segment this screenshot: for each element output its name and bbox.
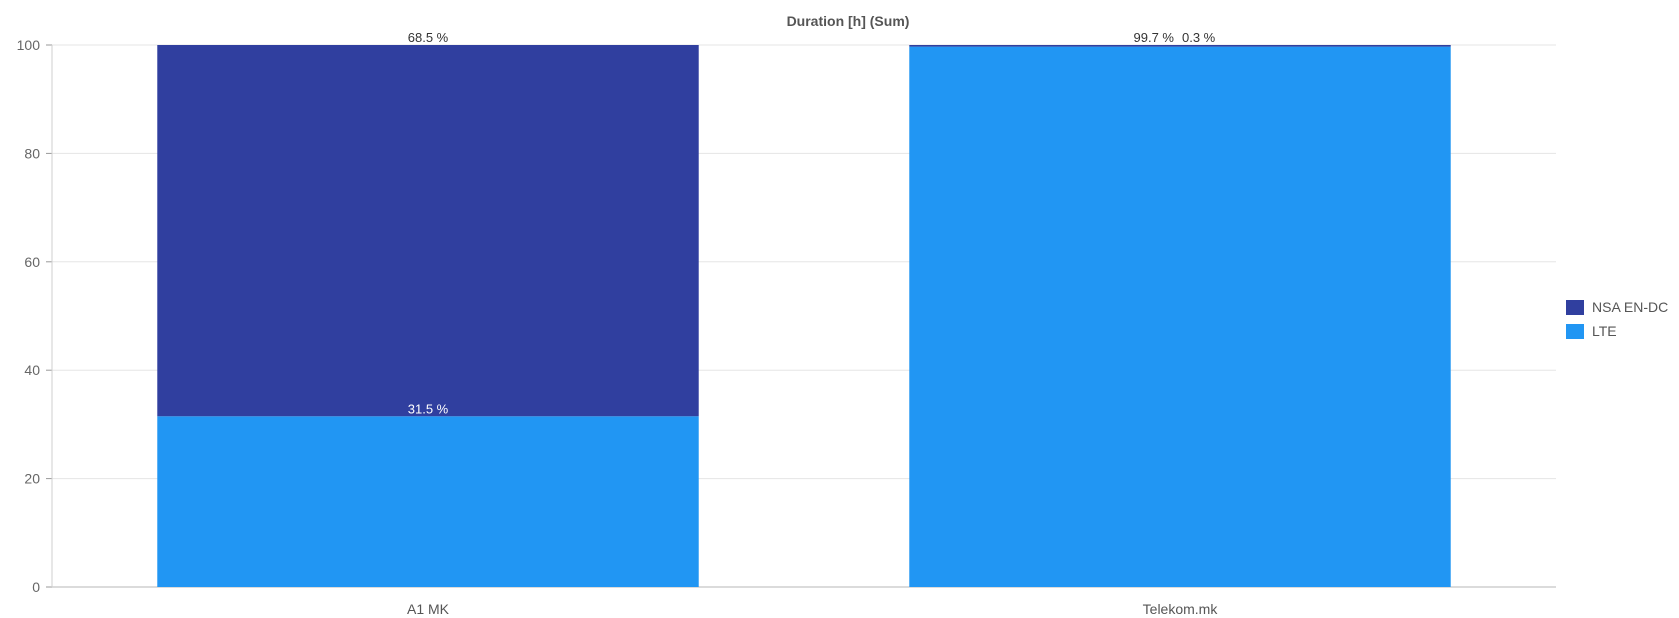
legend: NSA EN-DC LTE bbox=[1566, 295, 1668, 343]
legend-item-lte[interactable]: LTE bbox=[1566, 319, 1668, 343]
legend-label-nsa-en-dc: NSA EN-DC bbox=[1592, 299, 1669, 315]
bar-telekom-mk-nsa-en-dc[interactable] bbox=[909, 45, 1451, 47]
bars[interactable] bbox=[157, 45, 1451, 588]
bar-a1-mk-lte[interactable] bbox=[157, 416, 699, 587]
data-label-nsa-en-dc: 0.3 % bbox=[1182, 30, 1216, 45]
y-tick-label: 100 bbox=[17, 37, 41, 53]
y-tick-label: 0 bbox=[32, 579, 40, 595]
axes: 0 20 40 60 80 100 A1 MK Telekom.mk bbox=[17, 37, 1219, 617]
y-tick-label: 60 bbox=[24, 254, 40, 270]
legend-swatch-lte bbox=[1566, 323, 1584, 339]
data-label-nsa-en-dc: 68.5 % bbox=[408, 30, 449, 45]
x-category-label: Telekom.mk bbox=[1143, 601, 1219, 617]
bar-telekom-mk-lte[interactable] bbox=[909, 46, 1451, 588]
y-tick-label: 20 bbox=[24, 471, 40, 487]
legend-label-lte: LTE bbox=[1592, 323, 1617, 339]
chart-title: Duration [h] (Sum) bbox=[787, 13, 910, 29]
data-label-lte: 99.7 % bbox=[1134, 30, 1175, 45]
legend-item-nsa-en-dc[interactable]: NSA EN-DC bbox=[1566, 295, 1668, 319]
data-label-lte: 31.5 % bbox=[408, 401, 449, 416]
x-category-label: A1 MK bbox=[407, 601, 450, 617]
legend-swatch-nsa-en-dc bbox=[1566, 299, 1584, 315]
bar-a1-mk-nsa-en-dc[interactable] bbox=[157, 45, 699, 417]
y-tick-label: 80 bbox=[24, 145, 40, 161]
y-tick-label: 40 bbox=[24, 362, 40, 378]
labels: 68.5 % 31.5 % 99.7 % 0.3 % bbox=[408, 30, 1216, 416]
